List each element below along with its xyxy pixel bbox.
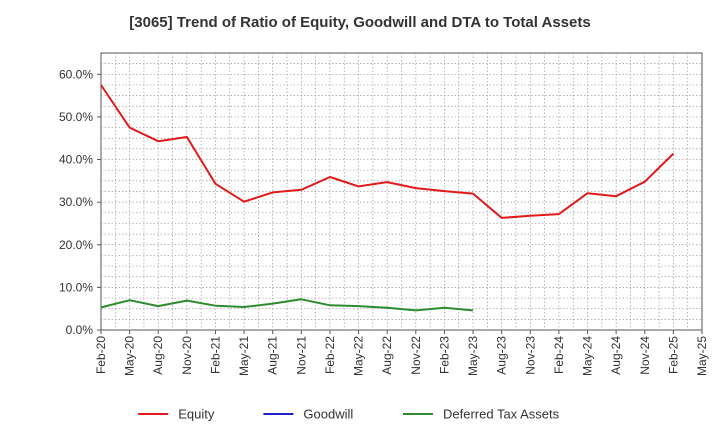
x-tick-label: Aug-24: [609, 336, 623, 375]
x-tick-label: Aug-20: [151, 336, 165, 375]
x-tick-label: Nov-22: [409, 336, 423, 375]
x-tick-label: Aug-23: [495, 336, 509, 375]
x-tick-label: Nov-24: [638, 336, 652, 375]
series-line-deferred-tax-assets: [100, 298, 474, 312]
y-tick-label: 0.0%: [66, 323, 94, 337]
y-tick-label: 30.0%: [59, 195, 93, 209]
x-tick-label: Nov-20: [180, 336, 194, 375]
y-tick-label: 60.0%: [59, 67, 93, 81]
y-tick-label: 50.0%: [59, 110, 93, 124]
x-tick-label: Feb-20: [94, 336, 108, 374]
series-line-equity: [100, 84, 675, 219]
x-tick-label: May-25: [695, 336, 709, 376]
x-tick-label: Aug-22: [380, 336, 394, 375]
chart-title: [3065] Trend of Ratio of Equity, Goodwil…: [129, 14, 591, 31]
legend-label-equity: Equity: [178, 407, 215, 422]
x-tick-label: Feb-25: [666, 336, 680, 374]
x-tick-label: May-24: [581, 336, 595, 376]
x-tick-label: May-22: [352, 336, 366, 376]
legend-label-goodwill: Goodwill: [303, 407, 353, 422]
x-tick-label: May-21: [237, 336, 251, 376]
x-tick-label: Feb-21: [208, 336, 222, 374]
x-tick-label: Feb-22: [323, 336, 337, 374]
x-tick-label: Nov-21: [294, 336, 308, 375]
y-tick-label: 40.0%: [59, 153, 93, 167]
x-tick-label: Feb-24: [552, 336, 566, 374]
x-tick-label: Aug-21: [266, 336, 280, 375]
legend-label-deferred-tax-assets: Deferred Tax Assets: [443, 407, 560, 422]
x-tick-label: Nov-23: [523, 336, 537, 375]
y-tick-label: 20.0%: [59, 238, 93, 252]
y-tick-label: 10.0%: [59, 280, 93, 294]
x-tick-label: May-20: [123, 336, 137, 376]
x-tick-label: May-23: [466, 336, 480, 376]
x-tick-label: Feb-23: [437, 336, 451, 374]
